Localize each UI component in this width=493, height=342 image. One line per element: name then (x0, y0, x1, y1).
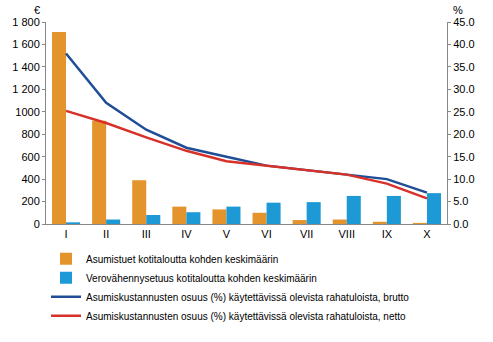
svg-text:1 600: 1 600 (12, 38, 40, 50)
svg-text:45.0: 45.0 (453, 16, 474, 28)
svg-text:Asumiskustannusten osuus (%) k: Asumiskustannusten osuus (%) käytettävis… (86, 292, 409, 303)
svg-text:VII: VII (300, 228, 313, 240)
svg-text:Verovähennysetuus kotitaloutta: Verovähennysetuus kotitaloutta kohden ke… (86, 273, 317, 284)
svg-text:%: % (453, 4, 463, 16)
svg-text:IV: IV (181, 228, 192, 240)
svg-text:IX: IX (382, 228, 393, 240)
svg-text:Asumiskustannusten osuus (%) k: Asumiskustannusten osuus (%) käytettävis… (86, 311, 406, 322)
svg-text:0: 0 (34, 218, 40, 230)
svg-text:800: 800 (21, 128, 39, 140)
svg-text:20.0: 20.0 (453, 128, 474, 140)
svg-text:V: V (223, 228, 231, 240)
svg-text:10.0: 10.0 (453, 173, 474, 185)
svg-text:1 200: 1 200 (12, 83, 40, 95)
svg-text:€: € (34, 4, 40, 16)
svg-text:15.0: 15.0 (453, 151, 474, 163)
svg-text:600: 600 (21, 151, 39, 163)
svg-text:VI: VI (261, 228, 271, 240)
svg-text:40.0: 40.0 (453, 38, 474, 50)
svg-text:5.0: 5.0 (453, 195, 468, 207)
svg-text:0.0: 0.0 (453, 218, 468, 230)
svg-text:25.0: 25.0 (453, 106, 474, 118)
svg-text:30.0: 30.0 (453, 83, 474, 95)
svg-text:400: 400 (21, 173, 39, 185)
svg-text:1 400: 1 400 (12, 61, 40, 73)
svg-text:1 800: 1 800 (12, 16, 40, 28)
svg-text:Asumistuet kotitaloutta kohden: Asumistuet kotitaloutta kohden keskimäär… (86, 254, 278, 265)
svg-text:X: X (423, 228, 431, 240)
svg-text:III: III (142, 228, 151, 240)
svg-text:VIII: VIII (338, 228, 355, 240)
svg-text:1000: 1000 (15, 106, 39, 118)
svg-text:35.0: 35.0 (453, 61, 474, 73)
svg-text:II: II (103, 228, 109, 240)
svg-text:I: I (65, 228, 68, 240)
svg-text:200: 200 (21, 195, 39, 207)
